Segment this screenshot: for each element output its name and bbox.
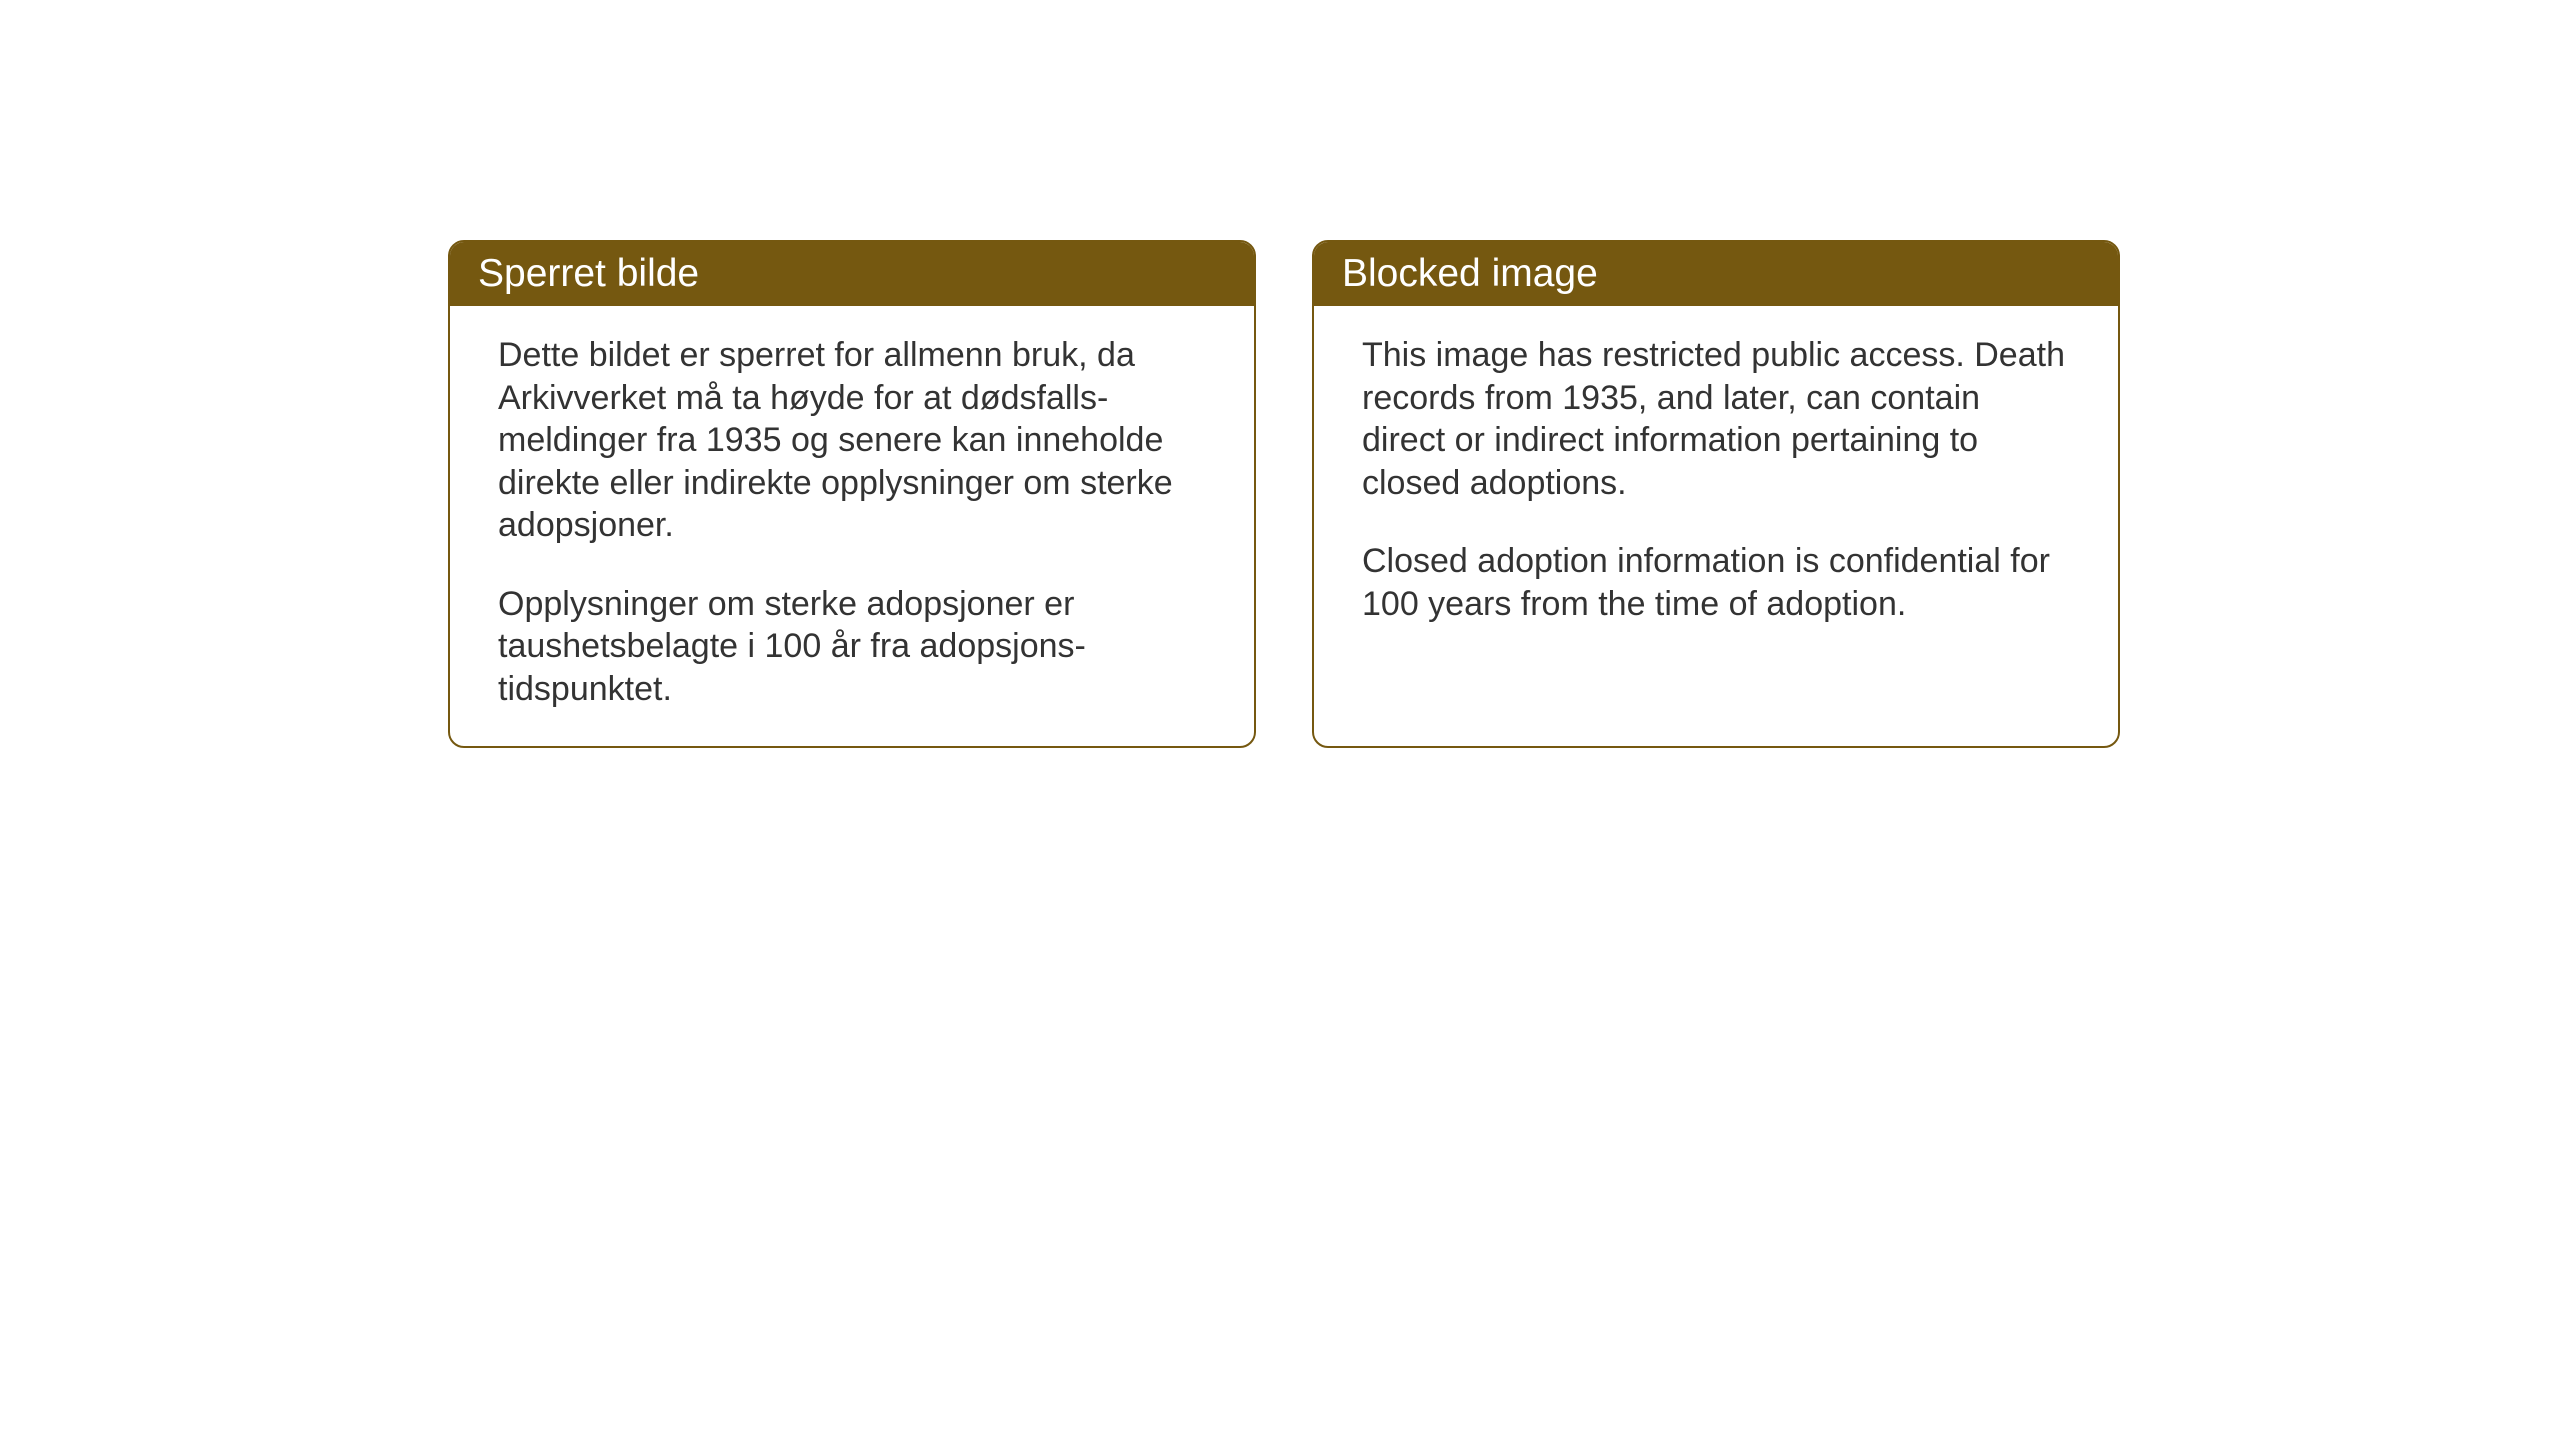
notice-body-english: This image has restricted public access.…: [1314, 306, 2118, 661]
notice-card-norwegian: Sperret bilde Dette bildet er sperret fo…: [448, 240, 1256, 748]
notice-paragraph-1-english: This image has restricted public access.…: [1362, 334, 2070, 504]
notice-title-english: Blocked image: [1342, 252, 1598, 295]
notice-card-english: Blocked image This image has restricted …: [1312, 240, 2120, 748]
notice-header-english: Blocked image: [1314, 242, 2118, 306]
notice-paragraph-2-norwegian: Opplysninger om sterke adopsjoner er tau…: [498, 583, 1206, 711]
notice-container: Sperret bilde Dette bildet er sperret fo…: [448, 240, 2120, 748]
notice-paragraph-1-norwegian: Dette bildet er sperret for allmenn bruk…: [498, 334, 1206, 547]
notice-header-norwegian: Sperret bilde: [450, 242, 1254, 306]
notice-body-norwegian: Dette bildet er sperret for allmenn bruk…: [450, 306, 1254, 746]
notice-paragraph-2-english: Closed adoption information is confident…: [1362, 540, 2070, 625]
notice-title-norwegian: Sperret bilde: [478, 252, 699, 295]
